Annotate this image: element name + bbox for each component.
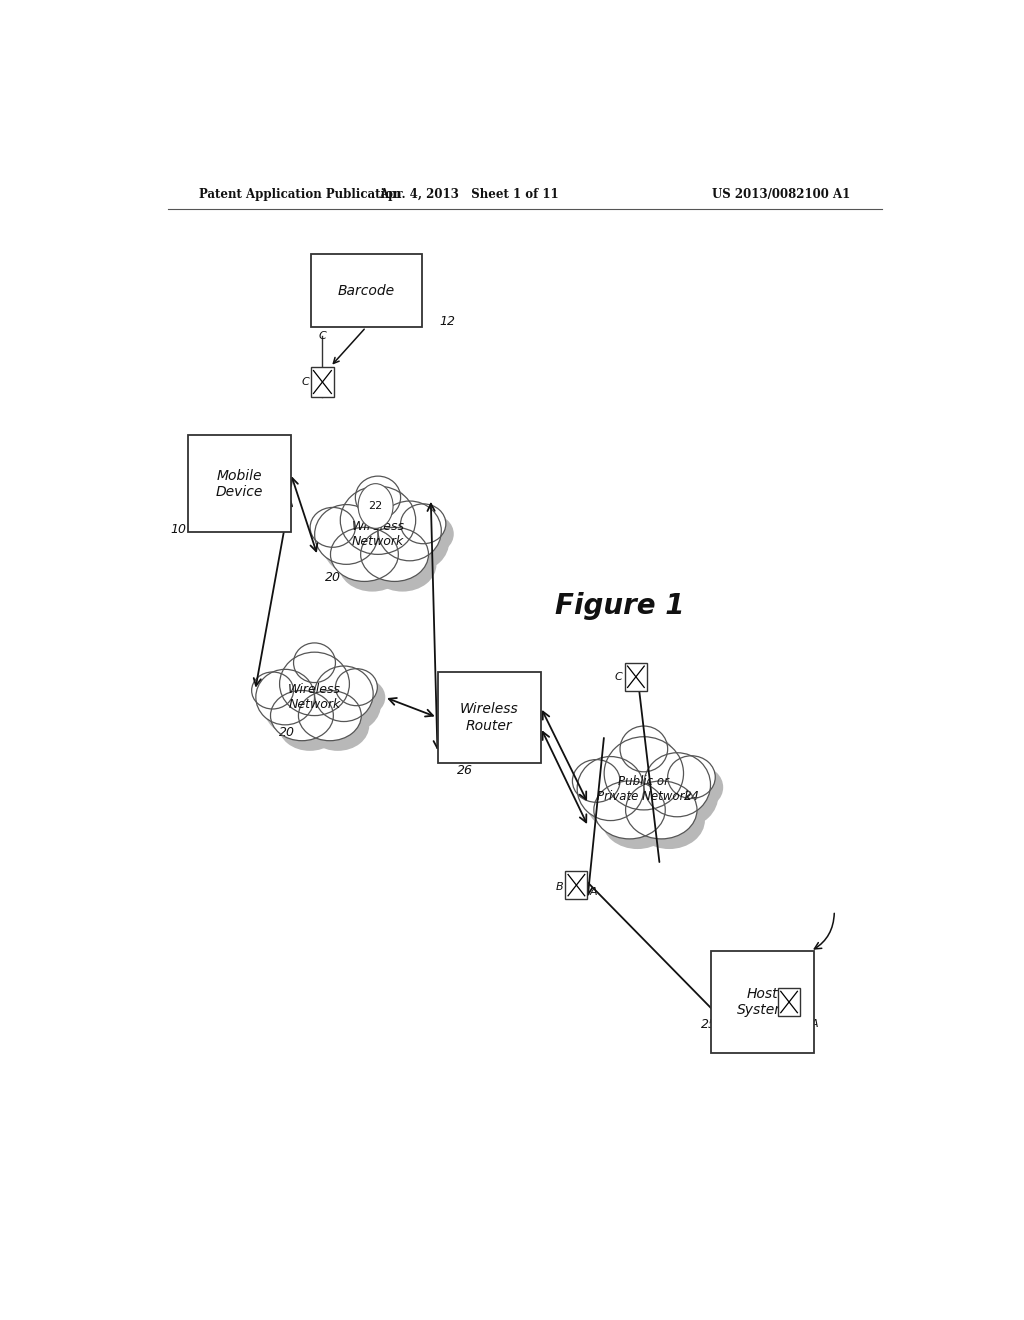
- Ellipse shape: [676, 766, 723, 809]
- Ellipse shape: [585, 767, 651, 830]
- Text: Host
System: Host System: [737, 987, 788, 1018]
- Ellipse shape: [256, 669, 314, 725]
- Ellipse shape: [336, 669, 378, 706]
- Text: 10: 10: [170, 523, 186, 536]
- Ellipse shape: [318, 517, 364, 557]
- Circle shape: [358, 483, 393, 528]
- Ellipse shape: [652, 763, 719, 826]
- Ellipse shape: [331, 528, 398, 581]
- Ellipse shape: [644, 752, 711, 817]
- Bar: [712, 952, 814, 1053]
- Ellipse shape: [355, 477, 400, 519]
- Text: 20: 20: [279, 726, 295, 739]
- Bar: [437, 672, 541, 763]
- Ellipse shape: [310, 507, 355, 548]
- Bar: [187, 436, 291, 532]
- Text: Figure 1: Figure 1: [555, 591, 685, 619]
- Ellipse shape: [270, 690, 334, 741]
- Ellipse shape: [578, 756, 644, 821]
- Ellipse shape: [280, 652, 349, 715]
- Ellipse shape: [594, 781, 666, 840]
- Ellipse shape: [604, 737, 684, 810]
- Text: 26: 26: [457, 764, 473, 776]
- Bar: [565, 871, 588, 899]
- Bar: [778, 987, 800, 1016]
- Text: 25: 25: [700, 1018, 717, 1031]
- Text: Barcode: Barcode: [338, 284, 394, 297]
- Text: 24: 24: [684, 791, 699, 803]
- Ellipse shape: [360, 528, 428, 581]
- Ellipse shape: [628, 737, 676, 781]
- Ellipse shape: [314, 667, 373, 722]
- Ellipse shape: [323, 515, 386, 574]
- Ellipse shape: [279, 701, 341, 751]
- Text: 20: 20: [325, 570, 341, 583]
- Text: US 2013/0082100 A1: US 2013/0082100 A1: [712, 189, 850, 202]
- Ellipse shape: [386, 511, 450, 572]
- Ellipse shape: [301, 653, 343, 693]
- Ellipse shape: [298, 690, 361, 741]
- Text: 22: 22: [369, 502, 383, 511]
- Text: C: C: [318, 331, 327, 341]
- Ellipse shape: [264, 680, 323, 735]
- Text: Wireless
Router: Wireless Router: [460, 702, 518, 733]
- Ellipse shape: [343, 678, 385, 715]
- Ellipse shape: [306, 701, 370, 751]
- Ellipse shape: [378, 502, 441, 561]
- Ellipse shape: [364, 486, 409, 529]
- Text: C: C: [301, 378, 309, 387]
- Bar: [310, 367, 334, 397]
- Text: A: A: [590, 887, 597, 898]
- Ellipse shape: [348, 496, 424, 565]
- Ellipse shape: [314, 504, 378, 565]
- Ellipse shape: [572, 759, 621, 803]
- Ellipse shape: [338, 537, 407, 591]
- Text: Wireless
Network: Wireless Network: [288, 682, 341, 711]
- Ellipse shape: [634, 791, 705, 849]
- Bar: [625, 663, 647, 690]
- Ellipse shape: [340, 486, 416, 554]
- Text: Wireless
Network: Wireless Network: [351, 520, 404, 549]
- Ellipse shape: [252, 672, 294, 709]
- Ellipse shape: [288, 663, 357, 726]
- Ellipse shape: [259, 682, 301, 719]
- Ellipse shape: [369, 537, 436, 591]
- Ellipse shape: [602, 791, 673, 849]
- Text: Patent Application Publication: Patent Application Publication: [200, 189, 402, 202]
- Bar: [310, 253, 422, 327]
- Ellipse shape: [400, 504, 445, 544]
- Text: Apr. 4, 2013   Sheet 1 of 11: Apr. 4, 2013 Sheet 1 of 11: [380, 189, 559, 202]
- Ellipse shape: [668, 756, 716, 799]
- Ellipse shape: [621, 726, 668, 772]
- Text: C: C: [614, 672, 623, 681]
- Ellipse shape: [294, 643, 336, 682]
- Text: A: A: [811, 1019, 818, 1030]
- Ellipse shape: [626, 781, 697, 840]
- Ellipse shape: [581, 770, 628, 812]
- Text: 12: 12: [439, 314, 455, 327]
- Text: Mobile
Device: Mobile Device: [215, 469, 263, 499]
- Ellipse shape: [409, 513, 454, 554]
- Text: B: B: [555, 882, 563, 892]
- Ellipse shape: [323, 676, 381, 731]
- Text: Public or
Private Network: Public or Private Network: [597, 775, 691, 803]
- Ellipse shape: [612, 747, 691, 820]
